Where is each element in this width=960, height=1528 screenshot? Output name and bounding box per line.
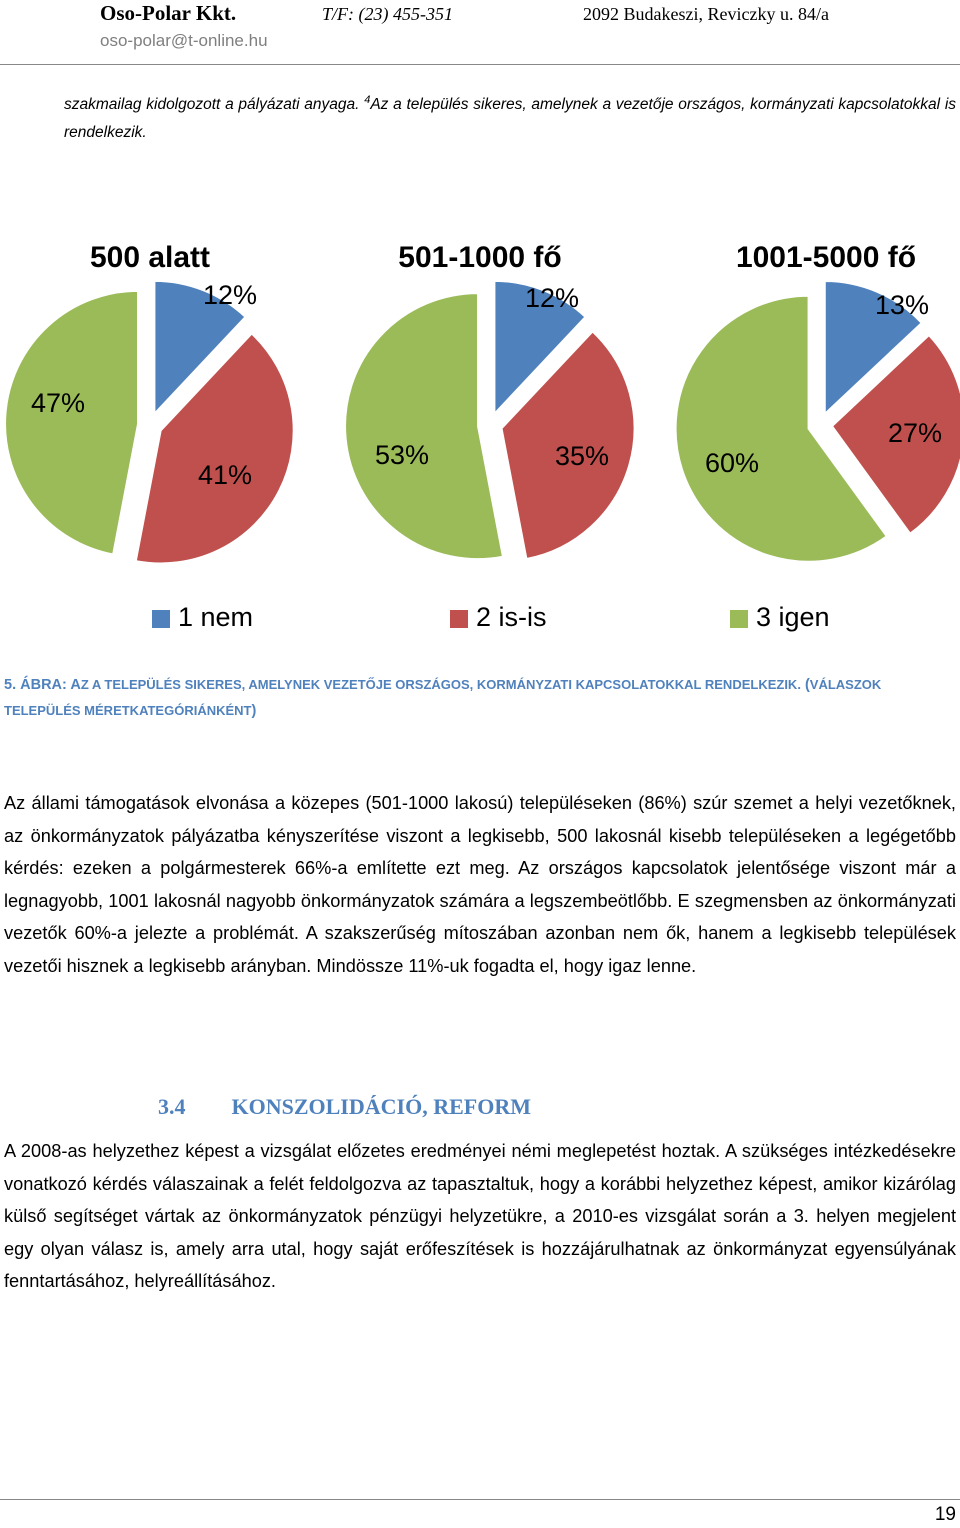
caption-paren-text: VÁLASZOK TELEPÜLÉS MÉRETKATEGÓRIÁNKÉNT [4,677,882,718]
company-name: Oso-Polar Kkt. [100,1,237,25]
footnote-text-before: szakmailag kidolgozott a pályázati anyag… [64,96,360,114]
pie-value-label: 27% [888,418,942,448]
pie-title: 1001-5000 fő [736,241,916,274]
body-paragraph-2: A 2008-as helyzethez képest a vizsgálat … [4,1141,956,1292]
body-paragraph-1: Az állami támogatások elvonása a közepes… [4,793,956,976]
legend-swatch [152,610,170,628]
pie-value-label: 41% [198,460,252,490]
page-header: Oso-Polar Kkt. T/F: (23) 455-351 2092 Bu… [0,0,960,65]
pie-value-label: 60% [705,448,759,478]
pie-slice [4,289,140,556]
pie-title: 501-1000 fő [398,241,561,274]
caption-prefix: 5. ÁBRA: A [4,677,81,693]
figure-caption: 5. ÁBRA: AZ A TELEPÜLÉS SIKERES, AMELYNE… [4,672,956,724]
company-address: 2092 Budakeszi, Reviczky u. 84/a [583,4,829,24]
pie-slice [344,292,505,561]
pie-slice [674,294,889,563]
page-number: 19 [934,1504,956,1525]
caption-open-paren: ( [800,677,810,693]
pie-slice [493,279,587,417]
section-number: 3.4 [158,1094,186,1119]
legend-swatch [730,610,748,628]
pie-charts: 500 alatt 12% 41% 47% 501-1000 fő 12% 35% 53% 10… [0,225,960,645]
footnote-marker: 4 [364,94,371,106]
legend-swatch [450,610,468,628]
pie-charts-svg: 500 alatt 12% 41% 47% 501-1000 fő 12% 35% 53% 10… [4,241,960,632]
footnote: szakmailag kidolgozott a pályázati anyag… [64,86,956,147]
pie-slice [500,329,636,561]
pie-slice [830,333,960,536]
pie-chart-1: 500 alatt 12% 41% 47% [4,241,295,565]
company-email[interactable]: oso-polar@t-online.hu [100,31,268,50]
pie-value-label: 12% [525,283,579,313]
legend-label: 2 is-is [476,602,547,632]
pie-slice [134,332,295,565]
section-title: KONSZOLIDÁCIÓ, REFORM [231,1094,531,1119]
legend-label: 3 igen [756,602,830,632]
legend-label: 1 nem [178,602,253,632]
footer-rule [0,1499,960,1500]
pie-title: 500 alatt [90,241,210,274]
caption-close-paren: ) [251,703,257,719]
pie-value-label: 13% [875,290,929,320]
pie-value-label: 35% [555,441,609,471]
pie-value-label: 12% [203,280,257,310]
pie-chart-2: 501-1000 fő 12% 35% 53% [344,241,636,561]
pie-value-label: 53% [375,440,429,470]
chart-legend: 1 nem 2 is-is 3 igen [152,602,830,632]
company-phone: T/F: (23) 455-351 [322,4,453,24]
pie-value-label: 47% [31,388,85,418]
section-heading: 3.4 KONSZOLIDÁCIÓ, REFORM [158,1094,531,1120]
caption-text: Z A TELEPÜLÉS SIKERES, AMELYNEK VEZETŐJE… [80,677,801,692]
pie-slice [153,279,247,417]
pie-slice [823,279,924,417]
footnote-text-after: Az a település sikeres, amelynek a vezet… [64,96,957,142]
pie-chart-3: 1001-5000 fő 13% 27% 60% [674,241,960,563]
